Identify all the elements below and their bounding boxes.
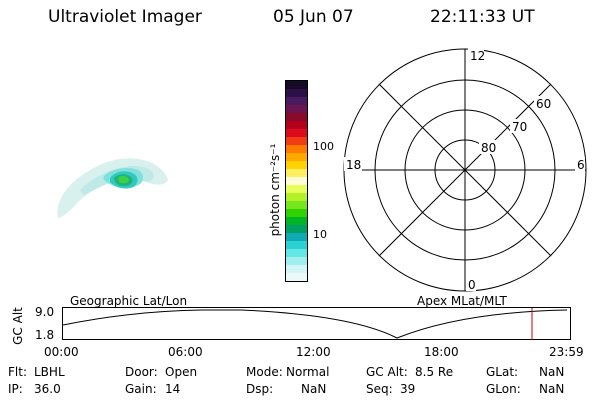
colorbar-band (286, 241, 307, 249)
glat-value: NaN (539, 365, 565, 379)
colorbar-band (286, 81, 307, 89)
gain-label: Gain: (125, 382, 157, 396)
colorbar-band (286, 273, 307, 281)
colorbar-band (286, 185, 307, 193)
gcalt-label: GC Alt: (366, 365, 408, 379)
colorbar-tick-10: 10 (313, 228, 327, 241)
lat-label-80: 80 (481, 141, 496, 155)
gcalt-value: 8.5 Re (415, 365, 454, 379)
gc-alt-axis-label: GC Alt (11, 307, 25, 345)
colorbar-band (286, 257, 307, 265)
app-title: Ultraviolet Imager (48, 7, 202, 27)
timeline-frame (62, 307, 571, 340)
colorbar-band (286, 177, 307, 185)
colorbar-tick-100: 100 (313, 140, 334, 153)
colorbar-band (286, 129, 307, 137)
timeline-left-title: Geographic Lat/Lon (70, 294, 188, 308)
timeline-right-title: Apex MLat/MLT (417, 294, 507, 308)
seq-value: 39 (400, 382, 416, 396)
colorbar-band (286, 105, 307, 113)
x-tick-1200: 12:00 (296, 345, 331, 359)
x-tick-2359: 23:59 (549, 345, 584, 359)
ip-value: 36.0 (34, 382, 61, 396)
glon-value: NaN (539, 382, 565, 396)
polar-plot: 12 18 6 0 60 70 80 (343, 48, 587, 292)
colorbar-band (286, 209, 307, 217)
auroral-image (57, 158, 169, 218)
door-value: Open (165, 365, 198, 379)
header-time: 22:11:33 UT (430, 7, 535, 27)
colorbar-band (286, 193, 307, 201)
x-tick-0000: 00:00 (44, 345, 79, 359)
gc-alt-timeline (62, 307, 571, 340)
dsp-value: NaN (301, 382, 327, 396)
flt-value: LBHL (34, 365, 65, 379)
colorbar-band (286, 161, 307, 169)
colorbar-band (286, 153, 307, 161)
colorbar-band (286, 145, 307, 153)
mode-label: Mode: (246, 365, 283, 379)
colorbar-band (286, 113, 307, 121)
glat-label: GLat: (486, 365, 519, 379)
colorbar-band (286, 97, 307, 105)
mlt-label-12: 12 (470, 49, 485, 63)
lat-label-60: 60 (536, 97, 551, 111)
dsp-label: Dsp: (246, 382, 274, 396)
lat-label-70: 70 (512, 120, 527, 134)
x-tick-1800: 18:00 (424, 345, 459, 359)
gc-alt-tick-top: 9.0 (35, 305, 55, 319)
colorbar-band (286, 265, 307, 273)
colorbar-band (286, 201, 307, 209)
gc-alt-curve (62, 309, 568, 339)
colorbar-band (286, 121, 307, 129)
colorbar-band (286, 249, 307, 257)
auroral-emission (57, 158, 169, 218)
colorbar-band (286, 217, 307, 225)
header-date: 05 Jun 07 (273, 7, 354, 27)
gc-alt-tick-bottom: 1.8 (35, 328, 55, 342)
gain-value: 14 (165, 382, 181, 396)
colorbar-band (286, 225, 307, 233)
colorbar-band (286, 89, 307, 97)
colorbar-band (286, 169, 307, 177)
flt-label: Flt: (8, 365, 27, 379)
colorbar (285, 80, 308, 282)
glon-label: GLon: (486, 382, 521, 396)
ip-label: IP: (8, 382, 23, 396)
polar-diagonal-2 (378, 83, 552, 257)
colorbar-band (286, 233, 307, 241)
seq-label: Seq: (366, 382, 393, 396)
colorbar-unit-label: photon cm⁻²s⁻¹ (268, 143, 282, 237)
mode-value: Normal (286, 365, 330, 379)
x-tick-0600: 06:00 (168, 345, 203, 359)
mlt-label-6: 6 (577, 158, 585, 172)
door-label: Door: (125, 365, 158, 379)
colorbar-band (286, 137, 307, 145)
mlt-label-0: 0 (468, 278, 476, 292)
mlt-label-18: 18 (346, 158, 361, 172)
